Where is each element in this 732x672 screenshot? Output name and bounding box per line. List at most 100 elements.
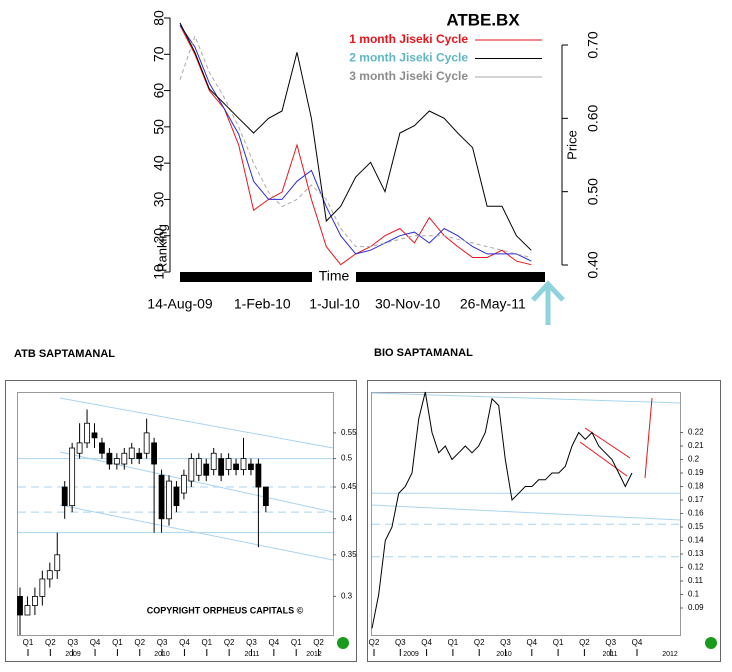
- candle-body: [91, 432, 98, 439]
- panel-title: BIO SAPTAMANAL: [374, 347, 473, 359]
- panel-title: ATB SAPTAMANAL: [14, 348, 115, 360]
- y-tick-label: 80: [151, 10, 167, 26]
- x-tick-label: Q1: [448, 638, 459, 647]
- candle-body: [233, 463, 239, 471]
- x-tick-label: Q3: [67, 638, 78, 647]
- candle-body: [84, 422, 90, 444]
- candle-body: [240, 458, 247, 471]
- x-tick-label: Q4: [179, 638, 190, 647]
- candle-body: [54, 554, 61, 572]
- x-tick-label: Q2: [45, 638, 56, 647]
- y-tick-label: 50: [151, 119, 167, 135]
- x-tick-label: Q3: [246, 638, 257, 647]
- x-tick-label: Q4: [526, 638, 537, 647]
- year-label: 2012: [662, 651, 678, 658]
- candle-body: [195, 458, 202, 476]
- candle-body: [136, 452, 143, 459]
- x-tick-label: Q2: [474, 638, 485, 647]
- x-tick-label: Q2: [313, 638, 324, 647]
- legend-label: 3 month Jiseki Cycle: [349, 69, 468, 83]
- trend-lines: [59, 392, 681, 561]
- x-tick-label: 30-Nov-10: [375, 296, 441, 312]
- x-tick-label: Q3: [605, 638, 616, 647]
- series-line: [179, 34, 532, 258]
- year-label: 2009: [403, 651, 419, 658]
- candle-body: [218, 458, 225, 476]
- x-tick-label: 1-Feb-10: [234, 296, 291, 312]
- year-label: 2011: [244, 651, 259, 658]
- candle-body: [158, 474, 165, 520]
- year-label: 2012: [306, 651, 322, 658]
- y-tick-label: 0.5: [341, 454, 353, 463]
- y-tick-label: 30: [151, 191, 167, 207]
- y-tick-label: 0.55: [341, 428, 357, 437]
- candle-body: [17, 595, 23, 616]
- candle-body: [39, 578, 46, 597]
- x-tick-label: Q3: [395, 638, 406, 647]
- candle-body: [180, 474, 187, 494]
- x-tick-label: Q2: [224, 638, 235, 647]
- candle-body: [32, 595, 38, 606]
- red-channel: [579, 397, 653, 479]
- y2-tick-label: 0.50: [585, 178, 601, 205]
- y2-tick-label: 0.40: [585, 251, 601, 278]
- x-tick-label: Q1: [112, 638, 123, 647]
- x-tick-label: Q3: [157, 638, 168, 647]
- candle-body: [248, 463, 254, 471]
- series-line: [179, 22, 532, 251]
- y-tick-label: 0.11: [688, 576, 704, 585]
- x-tick-label: Q4: [632, 638, 643, 647]
- y-tick-label: 60: [151, 83, 167, 99]
- candle-body: [106, 452, 113, 465]
- chart-title: ATBE.BX: [446, 10, 520, 29]
- x-tick-label: Q4: [90, 638, 101, 647]
- candle-body: [128, 447, 135, 459]
- y-tick-label: 20: [151, 228, 167, 244]
- candle-body: [262, 486, 269, 507]
- year-label: 2009: [65, 651, 81, 658]
- series-line: [179, 25, 532, 262]
- x-tick-label: Q1: [291, 638, 302, 647]
- y-tick-label: 0.35: [341, 550, 357, 559]
- up-arrow: [531, 280, 565, 325]
- x-tick-label: Q3: [500, 638, 511, 647]
- y-tick-label: 0.16: [688, 509, 704, 518]
- panel-frame: [367, 380, 721, 662]
- x-tick-label: Q2: [369, 638, 380, 647]
- y-tick-label: 40: [151, 155, 167, 171]
- y2-axis-label: Price: [564, 130, 579, 160]
- x-tick-label: Q4: [269, 638, 280, 647]
- y-tick-label: 0.13: [688, 549, 704, 558]
- x-tick-label: Q4: [421, 638, 432, 647]
- time-bar: [180, 272, 545, 282]
- candle-body: [76, 442, 83, 454]
- x-tick-label: Q2: [579, 638, 590, 647]
- candle-body: [61, 486, 68, 507]
- y-tick-label: 0.14: [688, 536, 704, 545]
- legend-label: 2 month Jiseki Cycle: [349, 51, 468, 65]
- y-tick-label: 0.18: [688, 482, 704, 491]
- y-tick-label: 0.22: [688, 428, 704, 437]
- candle-body: [255, 463, 262, 488]
- candle-body: [210, 452, 217, 471]
- candle-body: [143, 432, 150, 454]
- candle-body: [24, 605, 31, 616]
- y-tick-label: 0.4: [341, 514, 353, 523]
- y-tick-label: 0.2: [688, 455, 700, 464]
- candle-body: [225, 458, 232, 471]
- y-tick-label: 10: [151, 264, 167, 280]
- x-tick-label: Q1: [23, 638, 34, 647]
- x-axis-label: Time: [319, 268, 350, 284]
- candle-body: [188, 458, 195, 482]
- y-tick-label: 0.3: [341, 592, 353, 601]
- panel-frame: [5, 380, 357, 662]
- copyright: COPYRIGHT ORPHEUS CAPITALS ©: [147, 605, 304, 615]
- y-tick-label: 0.45: [341, 482, 357, 491]
- y-tick-label: 0.12: [688, 563, 704, 572]
- price-line: [371, 391, 633, 629]
- candle-body: [203, 463, 210, 476]
- year-label: 2011: [602, 651, 617, 658]
- y-tick-label: 0.09: [688, 603, 704, 612]
- y-tick-label: 0.1: [688, 590, 700, 599]
- x-tick-label: Q1: [553, 638, 564, 647]
